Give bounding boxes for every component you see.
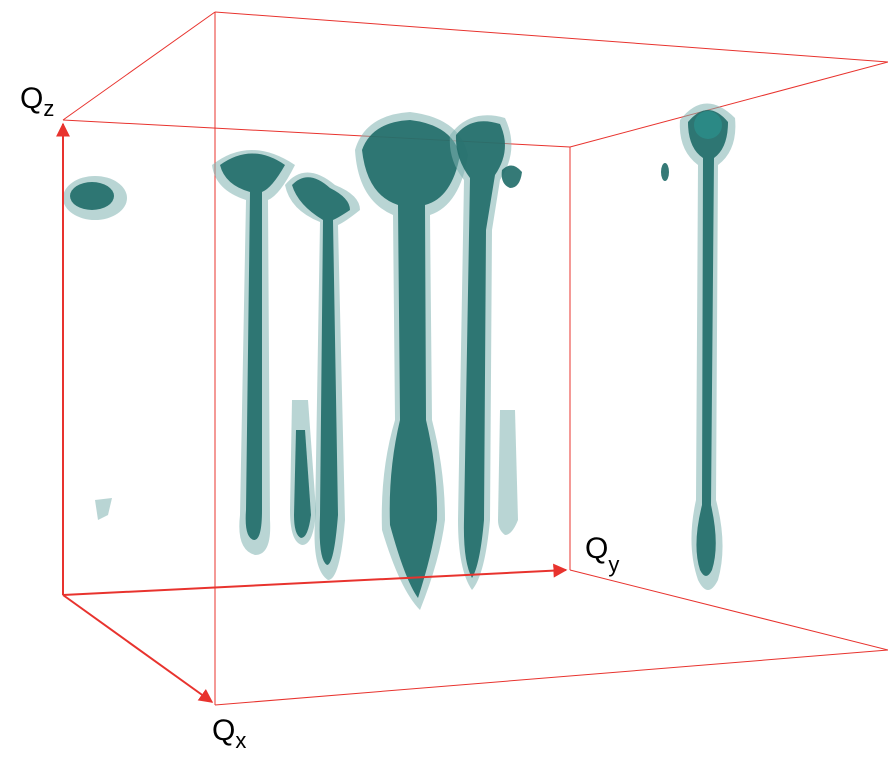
- blob: [661, 163, 669, 181]
- bounding-box: [62, 11, 888, 706]
- rod: [355, 112, 468, 610]
- axes: [56, 122, 568, 703]
- blob: [63, 176, 127, 220]
- rod: [498, 165, 522, 535]
- axis-symbol: Q: [212, 714, 235, 747]
- intensity-isosurfaces: [63, 103, 736, 610]
- axis-subscript: z: [43, 96, 54, 121]
- qx-label: Qx: [212, 714, 246, 753]
- qy-axis: [62, 563, 568, 596]
- blob: [95, 498, 112, 520]
- rod: [679, 103, 736, 590]
- axis-symbol: Q: [20, 82, 43, 115]
- axis-subscript: x: [235, 728, 246, 753]
- axis-subscript: y: [608, 552, 619, 577]
- rod: [449, 115, 512, 590]
- axis-symbol: Q: [585, 532, 608, 565]
- rod: [285, 172, 360, 580]
- qx-axis: [62, 594, 214, 703]
- rod: [212, 150, 295, 555]
- qz-label: Qz: [20, 82, 54, 121]
- rod: [290, 400, 316, 545]
- qy-label: Qy: [585, 532, 619, 577]
